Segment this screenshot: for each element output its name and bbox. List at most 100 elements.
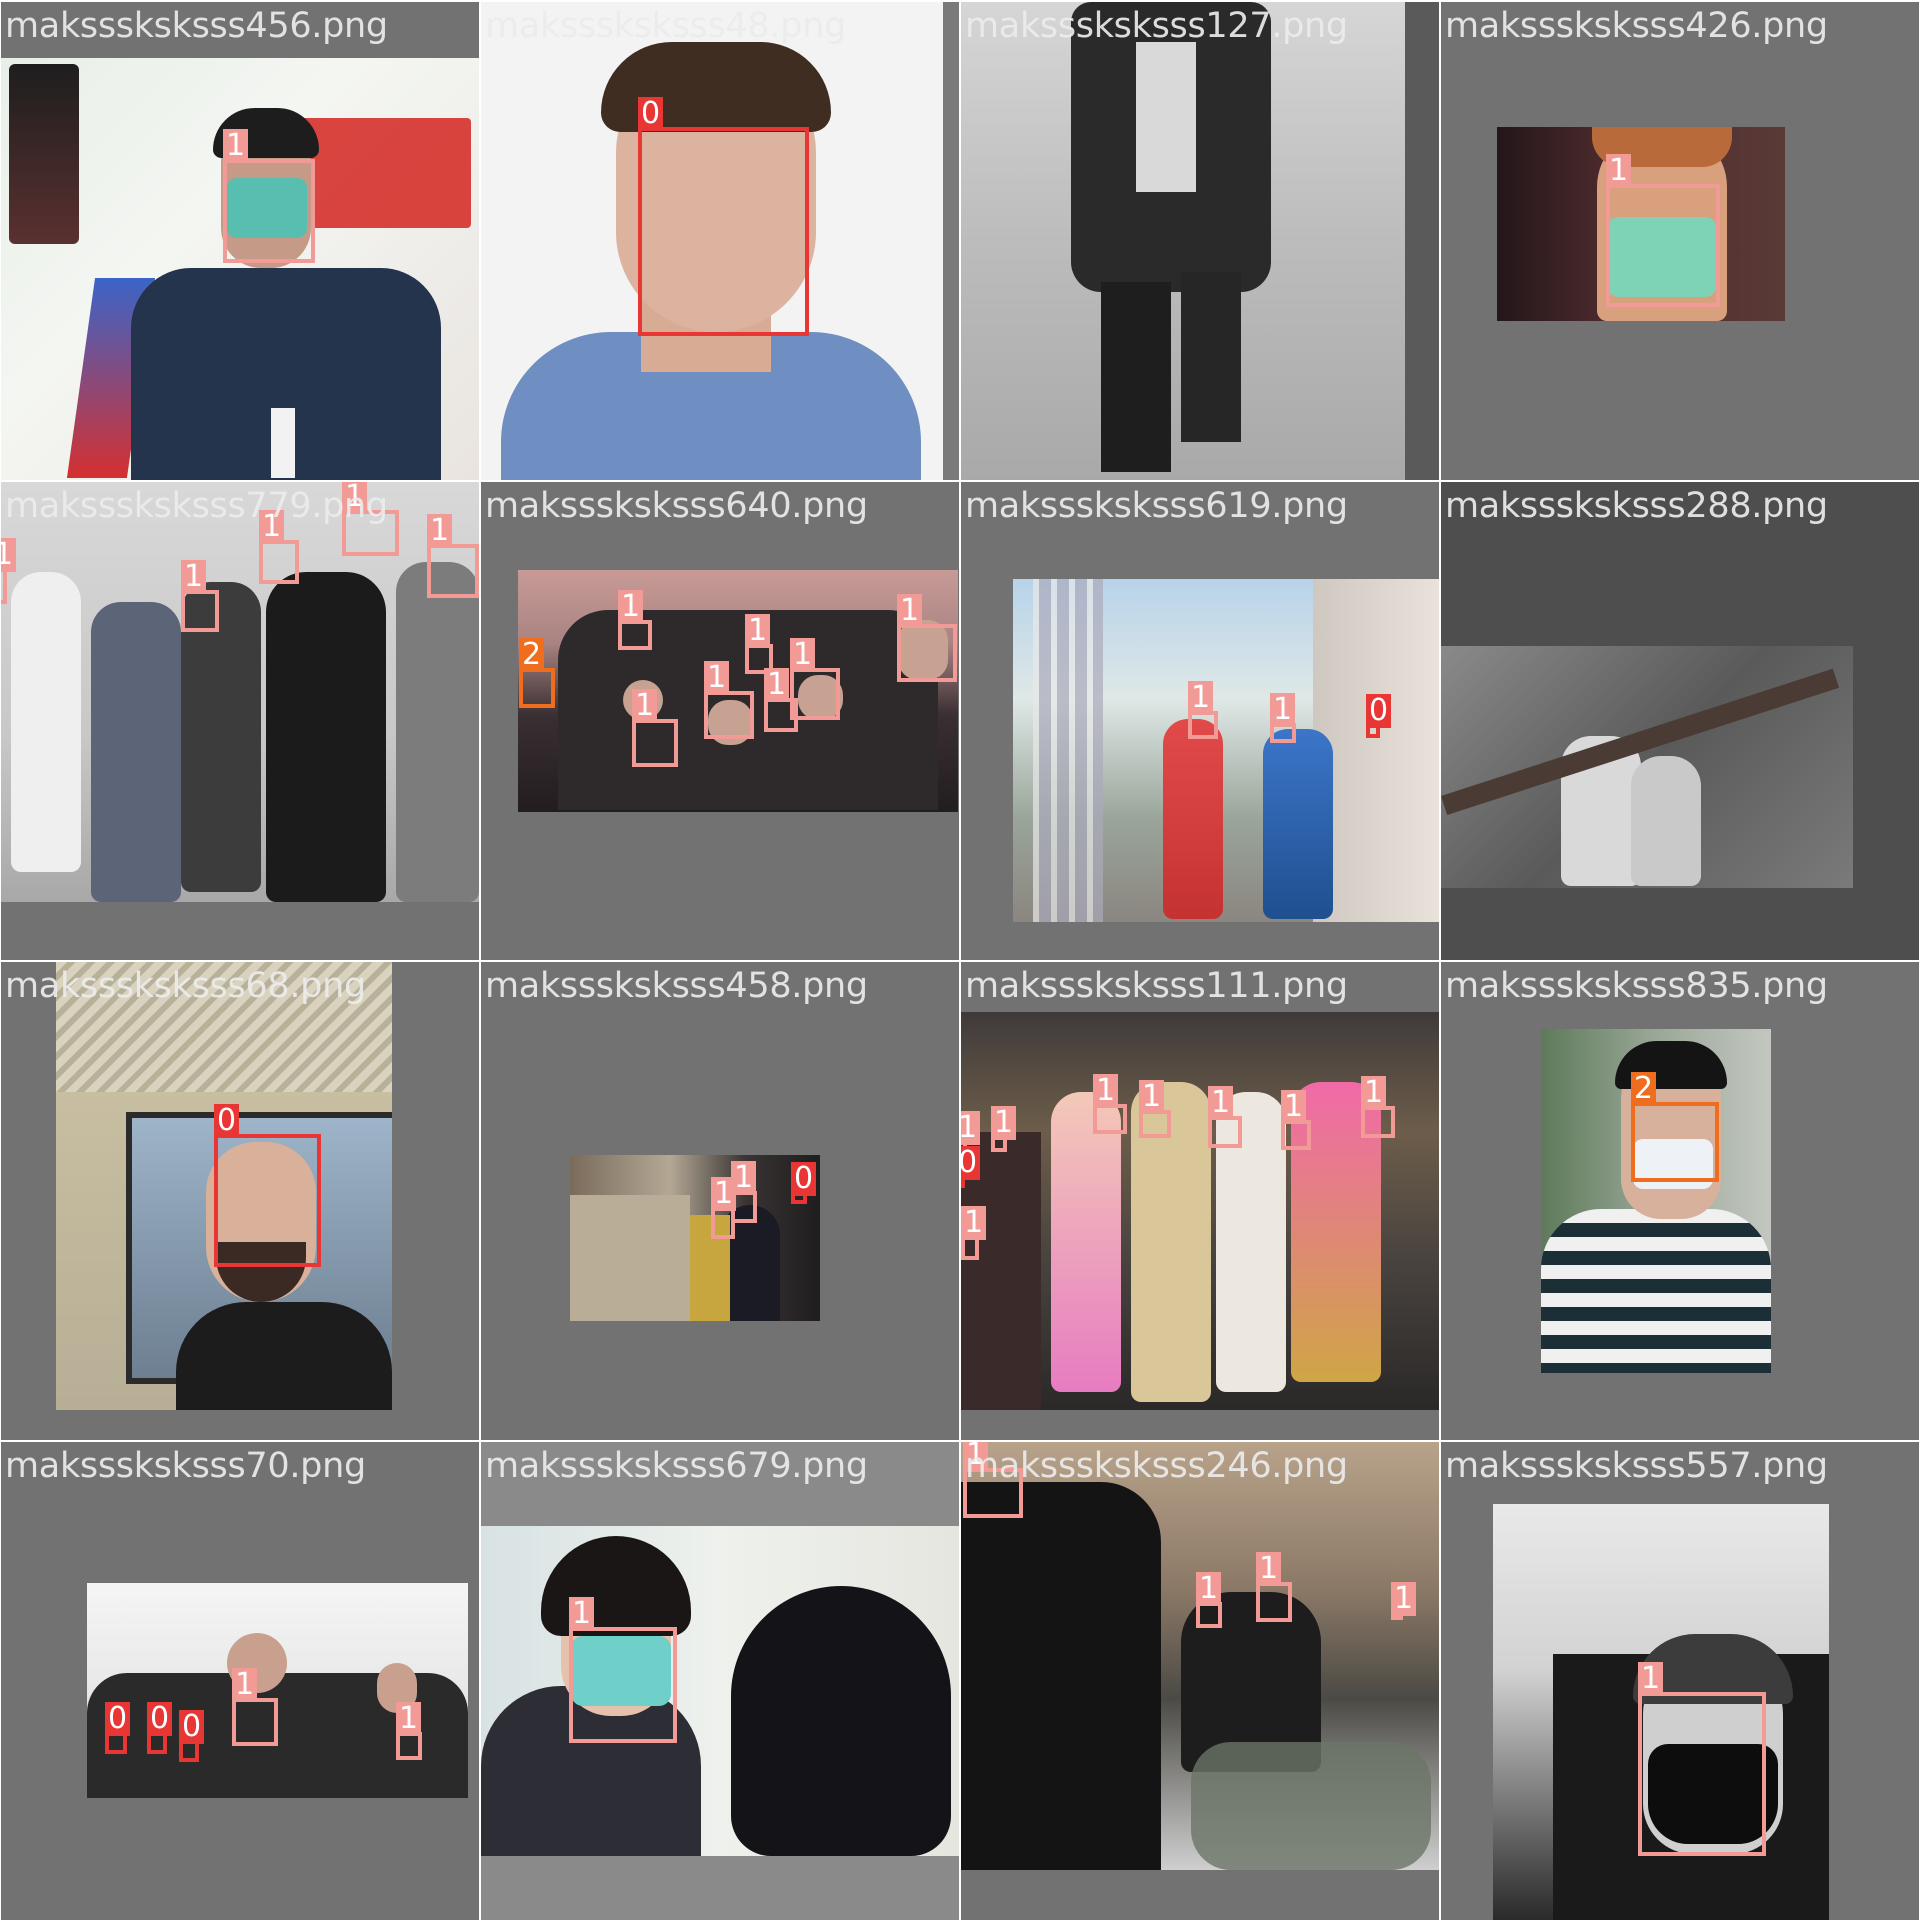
grid-tile: 1 maksssksksss679.png [481,1442,959,1920]
detection-box: 0 [791,1162,817,1204]
class-label: 1 [232,1668,258,1702]
detection-box: 1 [1638,1662,1766,1856]
detection-box: 0 [1366,694,1392,738]
thumbnail-image [961,1012,1439,1410]
class-label: 1 [790,638,816,672]
grid-tile: 1 1 0 maksssksksss619.png [961,482,1439,960]
thumbnail-image [87,1583,468,1798]
grid-tile: 0 maksssksksss68.png [1,962,479,1440]
detection-box: 1 [1139,1080,1171,1138]
detection-box: 1 [731,1161,757,1223]
detection-box: 1 [1391,1582,1417,1620]
detection-box: 2 [519,638,555,708]
filename-label: maksssksksss458.png [485,966,868,1006]
class-label: 1 [1256,1552,1282,1586]
class-label: 0 [638,97,664,131]
class-label: 1 [1391,1582,1417,1616]
class-label: 1 [961,1111,981,1145]
class-label: 0 [105,1702,131,1736]
detection-box: 0 [105,1702,131,1754]
detection-box: 1 [1188,681,1218,739]
class-label: 1 [1188,681,1214,715]
class-label: 0 [214,1104,240,1138]
detection-box: 1 [259,510,299,584]
class-label: 1 [181,560,207,594]
class-label: 1 [745,614,771,648]
class-label: 1 [632,689,658,723]
detection-box: 1 [632,689,678,767]
detection-box: 2 [1631,1072,1719,1182]
thumbnail-image [961,1442,1439,1870]
class-label: 1 [618,590,644,624]
detection-box: 1 [1361,1076,1395,1138]
class-label: 1 [1196,1572,1222,1606]
class-label: 2 [519,638,545,672]
class-label: 0 [961,1146,981,1180]
class-label: 1 [897,594,923,628]
filename-label: maksssksksss779.png [5,486,388,526]
detection-box: 1 [1093,1074,1127,1134]
class-label: 1 [342,482,368,514]
filename-label: maksssksksss111.png [965,966,1348,1006]
class-label: 1 [396,1702,422,1736]
detection-box: 1 [745,614,773,674]
detection-box: 1 [427,514,479,598]
class-label: 2 [1631,1072,1657,1106]
detection-box: 1 [991,1106,1017,1152]
filename-label: maksssksksss456.png [5,6,388,46]
detection-box: 1 [396,1702,422,1760]
grid-tile: 1 maksssksksss557.png [1441,1442,1919,1920]
grid-tile: maksssksksss127.png [961,2,1439,480]
filename-label: maksssksksss127.png [965,6,1348,46]
class-label: 1 [259,510,285,544]
class-label: 1 [704,661,730,695]
class-label: 1 [1606,154,1632,188]
detection-box: 1 [897,594,957,682]
class-label: 1 [427,514,453,548]
thumbnail-image [481,1526,959,1856]
class-label: 1 [731,1161,757,1195]
filename-label: maksssksksss557.png [1445,1446,1828,1486]
detection-box: 1 [790,638,840,720]
grid-tile: 1 1 1 1 maksssksksss246.png [961,1442,1439,1920]
class-label: 1 [1208,1086,1234,1120]
class-label: 1 [1270,693,1296,727]
detection-box: 0 [638,97,809,336]
class-label: 1 [961,1206,987,1240]
thumbnail-image [481,2,943,480]
class-label: 1 [1638,1662,1664,1696]
class-label: 1 [1361,1076,1387,1110]
thumbnail-image [1013,579,1439,922]
detection-box: 1 [1208,1086,1242,1148]
detection-box: 1 [1256,1552,1292,1622]
detection-box: 0 [147,1702,173,1754]
detection-box: 1 [764,668,798,732]
grid-tile: 1 1 0 maksssksksss458.png [481,962,959,1440]
grid-tile: 1 maksssksksss456.png [1,2,479,480]
class-label: 1 [223,129,249,163]
detection-box: 0 [179,1710,205,1762]
grid-tile: 0 0 0 1 1 maksssksksss70.png [1,1442,479,1920]
detection-box: 0 [961,1146,981,1188]
detection-box: 1 [1,538,17,604]
detection-box: 1 [704,661,754,739]
detection-box: 0 [214,1104,321,1267]
filename-label: maksssksksss288.png [1445,486,1828,526]
detection-box: 1 [961,1206,987,1260]
grid-tile: 1 1 1 1 1 maksssksksss779.png [1,482,479,960]
detection-box: 1 [1270,693,1296,743]
detection-box: 1 [223,129,315,263]
detection-box: 1 [1196,1572,1222,1628]
class-label: 1 [1,538,17,572]
grid-tile: 2 maksssksksss835.png [1441,962,1919,1440]
filename-label: maksssksksss679.png [485,1446,868,1486]
thumbnail-image [1493,1504,1829,1920]
grid-tile: 0 maksssksksss48.png [481,2,959,480]
grid-tile: 1 maksssksksss426.png [1441,2,1919,480]
detection-box: 1 [963,1442,1023,1518]
thumbnail-image [1441,646,1853,888]
thumbnail-image [961,2,1405,480]
class-label: 0 [791,1162,817,1196]
class-label: 1 [963,1442,989,1472]
